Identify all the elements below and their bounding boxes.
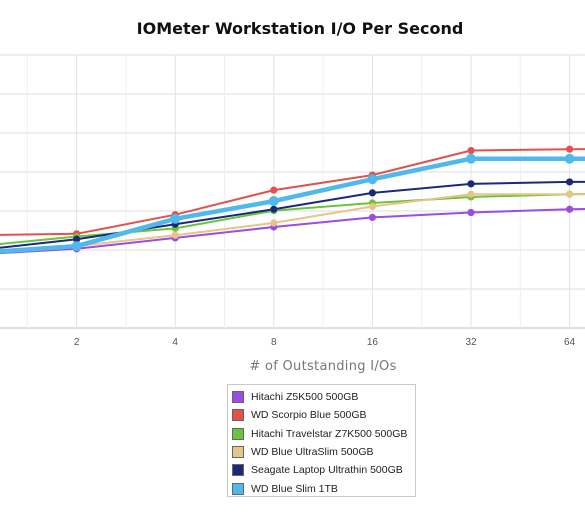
data-point — [566, 190, 574, 198]
legend-swatch — [232, 464, 244, 477]
legend-item: WD Blue Slim 1TB — [232, 479, 411, 497]
data-point — [368, 202, 376, 211]
series-line — [0, 156, 585, 254]
legend-swatch — [232, 409, 244, 422]
data-point — [73, 235, 81, 243]
data-point — [564, 153, 575, 164]
series-line — [0, 148, 585, 236]
legend-item: WD Scorpio Blue 500GB — [232, 406, 411, 424]
data-point — [566, 178, 574, 186]
data-point — [270, 205, 278, 213]
x-tick-label: 4 — [172, 337, 178, 348]
data-point — [71, 241, 82, 252]
legend: Hitachi Z5K500 500GB WD Scorpio Blue 500G… — [227, 384, 416, 497]
x-tick-label: 8 — [271, 337, 277, 348]
data-point — [566, 145, 574, 153]
data-point — [367, 174, 378, 185]
data-point — [467, 146, 475, 155]
series-lines — [0, 148, 585, 255]
legend-swatch — [232, 427, 244, 440]
data-point — [466, 153, 476, 164]
chart-title: IOMeter Workstation I/O Per Second — [136, 19, 464, 38]
series-line — [0, 193, 585, 253]
legend-item: WD Blue UltraSlim 500GB — [232, 443, 411, 461]
x-tick-label: 64 — [564, 337, 576, 348]
legend-item: Hitachi Z5K500 500GB — [232, 388, 411, 406]
data-point — [467, 190, 475, 198]
data-point — [171, 231, 179, 239]
legend-swatch — [232, 482, 244, 495]
series-line — [0, 180, 585, 249]
gridlines — [0, 54, 585, 329]
legend-label: Seagate Laptop Ultrathin 500GB — [251, 464, 403, 477]
legend-swatch — [232, 391, 244, 404]
x-tick-label: 16 — [367, 337, 379, 348]
legend-label: WD Blue UltraSlim 500GB — [251, 446, 374, 459]
legend-swatch — [232, 446, 244, 459]
series-line — [0, 207, 585, 255]
data-point — [270, 219, 278, 227]
data-point — [368, 189, 376, 197]
data-point — [566, 205, 574, 213]
data-point — [268, 196, 279, 207]
x-tick-label: 2 — [74, 337, 80, 348]
legend-label: WD Scorpio Blue 500GB — [251, 409, 367, 422]
data-point — [467, 180, 475, 188]
x-tick-labels: 2 4 8 16 32 64 — [74, 337, 576, 348]
legend-label: WD Blue Slim 1TB — [251, 482, 338, 495]
data-point — [170, 213, 181, 224]
data-point — [270, 186, 278, 194]
data-points — [71, 145, 575, 253]
legend-item: Hitachi Travelstar Z7K500 500GB — [232, 425, 411, 443]
data-point — [368, 213, 376, 222]
x-axis-label: # of Outstanding I/Os — [249, 359, 396, 374]
legend-label: Hitachi Travelstar Z7K500 500GB — [251, 427, 408, 440]
data-point — [467, 208, 475, 217]
legend-item: Seagate Laptop Ultrathin 500GB — [232, 461, 411, 479]
x-tick-label: 32 — [465, 337, 477, 348]
legend-label: Hitachi Z5K500 500GB — [251, 391, 359, 404]
